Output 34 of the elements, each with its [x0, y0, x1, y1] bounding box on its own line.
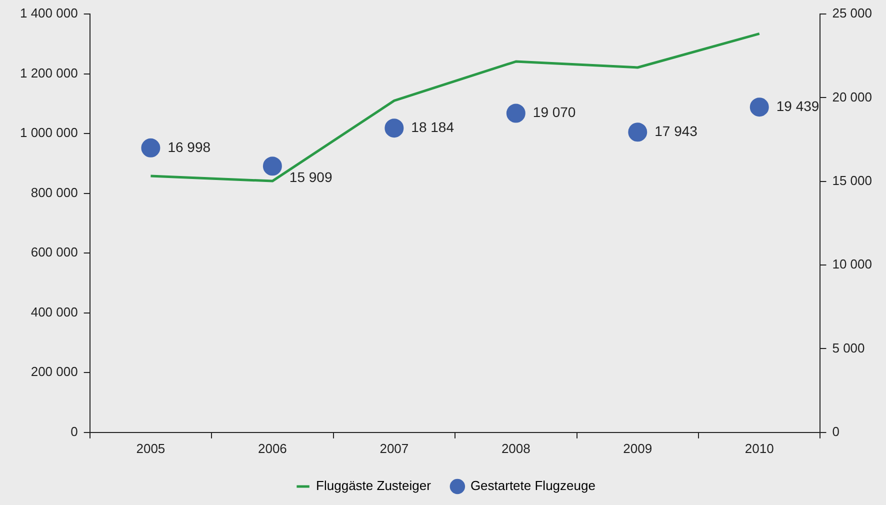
- y-tick-label: 1 400 000: [20, 6, 78, 21]
- y2-tick-label: 0: [832, 424, 840, 439]
- data-label: 16 998: [168, 138, 211, 155]
- y-tick-label: 600 000: [30, 244, 78, 260]
- data-label: 18 184: [411, 118, 454, 135]
- y-tick-label: 1 000 000: [20, 125, 78, 140]
- point: [384, 118, 404, 138]
- y-tick-label: 0: [70, 424, 78, 439]
- point: [506, 104, 526, 123]
- data-label: 19 070: [532, 104, 576, 120]
- x-tick-label: 2006: [258, 440, 287, 456]
- legend-label: Gestartete Flugzeuge: [470, 478, 596, 494]
- y2-tick-label: 5 000: [832, 340, 865, 356]
- y2-tick-label: 25 000: [832, 6, 872, 21]
- y-tick-label: 200 000: [30, 364, 78, 380]
- y-tick-label: 800 000: [30, 184, 78, 200]
- data-label: 19 439: [776, 98, 820, 114]
- x-tick-label: 2007: [380, 440, 409, 456]
- x-tick-label: 2010: [744, 440, 774, 456]
- point: [141, 138, 160, 158]
- x-tick-label: 2008: [501, 440, 530, 456]
- data-label: 17 943: [654, 122, 698, 139]
- y2-tick-label: 15 000: [832, 172, 872, 188]
- y2-tick-label: 20 000: [832, 89, 872, 104]
- point: [628, 122, 648, 142]
- y2-tick-label: 10 000: [832, 256, 872, 272]
- point: [262, 156, 282, 176]
- point: [750, 98, 769, 117]
- data-label: 15 909: [289, 169, 332, 186]
- y-tick-label: 400 000: [30, 304, 78, 320]
- x-tick-label: 2005: [136, 440, 166, 456]
- y-tick-label: 1 200 000: [20, 65, 78, 80]
- legend-label: Fluggäste Zusteiger: [316, 478, 432, 494]
- x-tick-label: 2009: [623, 440, 652, 456]
